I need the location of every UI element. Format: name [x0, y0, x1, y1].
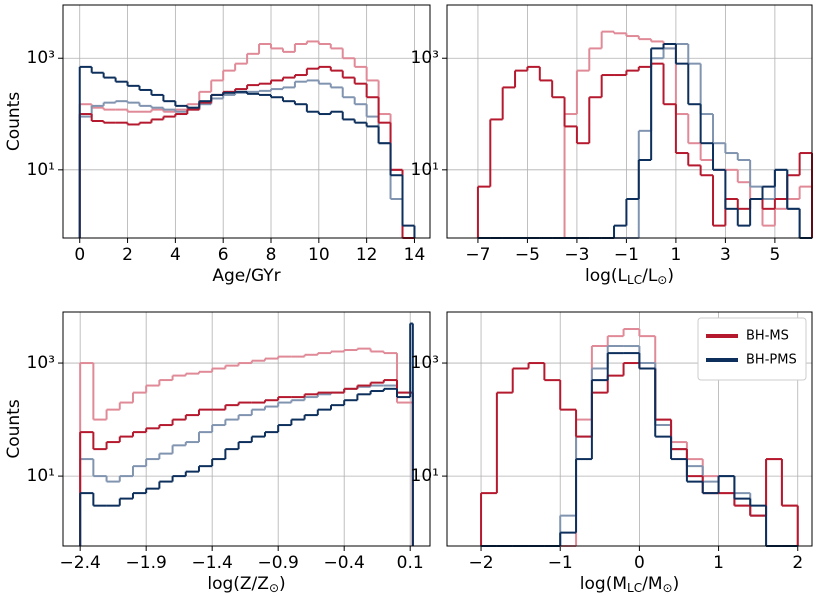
x-tick-label: 2	[122, 245, 133, 265]
x-tick-label: −0.4	[324, 553, 365, 573]
legend-label: BH-PMS	[746, 353, 797, 368]
x-tick-label: −2.4	[60, 553, 101, 573]
legend-box	[697, 317, 807, 381]
x-axis-label: log(Z/Z⊙)	[207, 574, 285, 595]
x-tick-label: 2	[792, 553, 803, 573]
x-tick-label: 14	[404, 245, 426, 265]
x-tick-label: 4	[170, 245, 181, 265]
y-tick-label: 10³	[27, 353, 55, 373]
axes-frame	[62, 4, 431, 239]
x-tick-label: 0	[634, 553, 645, 573]
y-tick-label: 10³	[411, 48, 439, 68]
x-tick-label: 0	[74, 245, 85, 265]
x-tick-label: −3	[564, 245, 589, 265]
x-tick-label: −1.4	[192, 553, 233, 573]
axes-frame	[446, 311, 813, 547]
x-tick-label: 1	[713, 553, 724, 573]
x-tick-label: 3	[720, 245, 731, 265]
y-tick-label: 10¹	[27, 160, 55, 180]
y-tick-label: 10¹	[27, 466, 55, 486]
x-tick-label: −5	[515, 245, 540, 265]
x-axis-label: log(MLC/M⊙)	[580, 574, 679, 595]
x-tick-label: −0.9	[258, 553, 299, 573]
y-tick-label: 10¹	[411, 466, 439, 486]
x-tick-label: 8	[266, 245, 277, 265]
x-tick-label: 5	[769, 245, 780, 265]
y-tick-label: 10³	[411, 353, 439, 373]
x-axis-label: log(LLC/L⊙)	[585, 266, 674, 287]
x-tick-label: 1	[670, 245, 681, 265]
x-tick-label: 0.1	[397, 553, 424, 573]
x-tick-label: −7	[465, 245, 490, 265]
y-tick-label: 10³	[27, 48, 55, 68]
y-tick-label: 10¹	[411, 160, 439, 180]
y-axis-label: Counts	[4, 399, 24, 458]
axes-frame	[446, 4, 813, 239]
x-tick-label: 12	[356, 245, 378, 265]
x-tick-label: −1	[614, 245, 639, 265]
axes-frame	[62, 311, 431, 547]
x-tick-label: −2	[469, 553, 494, 573]
x-tick-label: −1.9	[126, 553, 167, 573]
x-tick-label: 6	[218, 245, 229, 265]
x-tick-label: −1	[548, 553, 573, 573]
x-tick-label: 10	[308, 245, 330, 265]
x-axis-label: Age/GYr	[212, 266, 280, 286]
y-axis-label: Counts	[4, 92, 24, 151]
legend-label: BH-MS	[746, 329, 789, 344]
